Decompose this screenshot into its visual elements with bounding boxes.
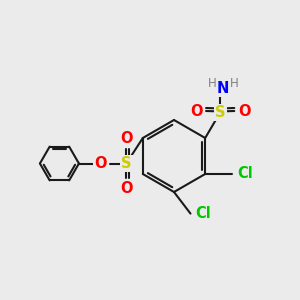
Text: Cl: Cl: [195, 206, 211, 221]
Text: H: H: [230, 77, 239, 90]
Text: O: O: [238, 103, 250, 118]
Text: O: O: [190, 103, 203, 118]
Text: O: O: [94, 156, 107, 171]
Text: S: S: [121, 156, 132, 171]
Text: Cl: Cl: [237, 167, 253, 182]
Text: O: O: [121, 181, 133, 196]
Text: H: H: [207, 77, 216, 90]
Text: S: S: [215, 105, 225, 120]
Text: N: N: [217, 81, 230, 96]
Text: O: O: [121, 131, 133, 146]
